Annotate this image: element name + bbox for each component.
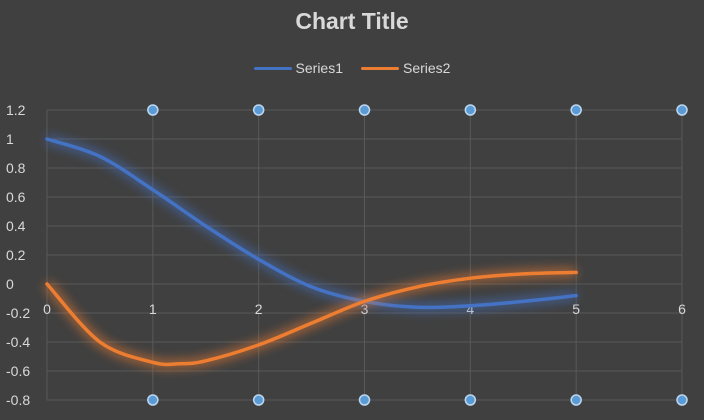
chart-title: Chart Title — [295, 8, 409, 34]
y-tick-label: 1 — [6, 131, 14, 147]
legend: Series1 Series2 — [0, 60, 704, 76]
legend-item-series1: Series1 — [253, 60, 343, 76]
x-tick-label: 0 — [43, 301, 51, 317]
marker-point — [252, 394, 265, 406]
marker-point — [676, 394, 688, 406]
series1-line — [45, 137, 578, 310]
marker-point — [570, 104, 582, 116]
marker-point — [252, 104, 265, 116]
marker-point — [147, 104, 159, 116]
y-tick-label: -0.4 — [6, 334, 30, 350]
x-tick-label: 2 — [255, 301, 263, 317]
y-tick-label: 0.2 — [6, 247, 26, 263]
y-tick-label: -0.2 — [6, 305, 30, 321]
legend-swatch-series2 — [361, 66, 399, 70]
legend-swatch-series1 — [253, 66, 292, 70]
x-tick-label: 5 — [572, 301, 580, 317]
legend-label-series2: Series2 — [403, 60, 451, 76]
series1-glow — [45, 134, 577, 313]
y-tick-label: 0.4 — [6, 218, 26, 234]
legend-label-series1: Series1 — [295, 60, 343, 76]
y-tick-label: 1.2 — [6, 102, 26, 118]
y-tick-label: 0 — [6, 276, 14, 292]
marker-point — [464, 394, 477, 406]
series2-line — [45, 270, 578, 367]
marker-point — [358, 394, 371, 406]
marker-point — [676, 104, 688, 116]
x-tick-label: 1 — [149, 301, 157, 317]
y-tick-label: 0.6 — [6, 189, 26, 205]
y-tick-label: -0.8 — [6, 392, 30, 408]
y-tick-label: 0.8 — [6, 160, 26, 176]
marker-point — [464, 104, 477, 116]
marker-point — [147, 394, 159, 406]
x-tick-label: 6 — [678, 301, 686, 317]
marker-point — [570, 394, 582, 406]
marker-point — [358, 104, 371, 116]
x-tick-label: 3 — [361, 301, 369, 317]
legend-item-series2: Series2 — [361, 60, 450, 76]
y-tick-label: -0.6 — [6, 363, 30, 379]
